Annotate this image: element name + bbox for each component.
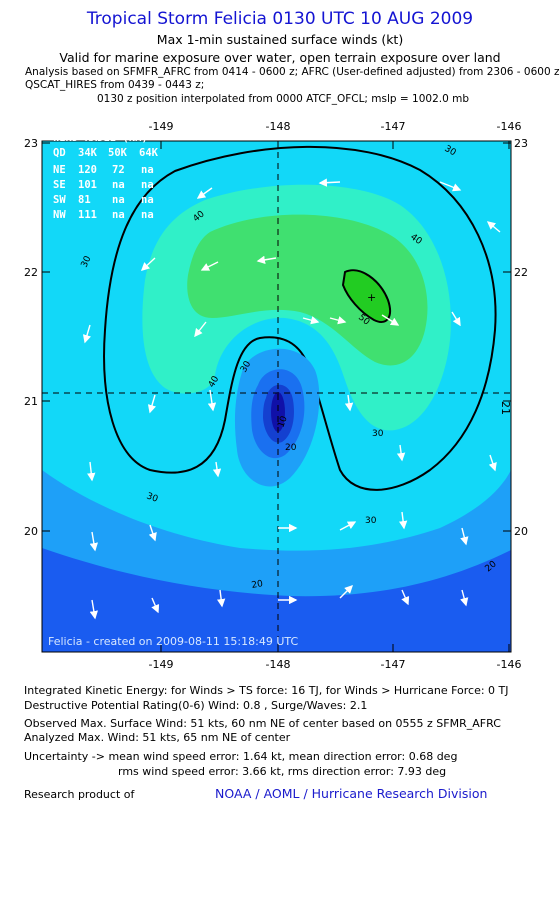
contour-label: 20 [285, 443, 297, 453]
contour-label: 30 [365, 516, 377, 526]
contour-label: 30 [80, 254, 94, 269]
position-note: 0130 z position interpolated from 0000 A… [97, 93, 470, 105]
radii-row-50k: na [112, 209, 125, 221]
contour-label: 10 [276, 415, 289, 429]
radii-row-64k: na [141, 179, 154, 191]
radii-row-50k: na [112, 194, 125, 206]
lon-label-top-147: -147 [381, 120, 406, 133]
hrd-org-link[interactable]: NOAA / AOML / Hurricane Research Divisio… [215, 786, 488, 801]
creation-timestamp: Felicia - created on 2009-08-11 15:18:49… [48, 635, 298, 648]
lon-label-bottom-149: -149 [149, 658, 174, 671]
research-product-label: Research product of [24, 788, 135, 801]
lat-label-left-22: 22 [24, 266, 38, 279]
ike-line: Integrated Kinetic Energy: for Winds > T… [24, 684, 509, 697]
lon-label-top-146: -146 [497, 120, 522, 133]
plot-frame [41, 140, 512, 653]
validity-note: Valid for marine exposure over water, op… [59, 50, 501, 65]
lat-label-right-20: 20 [514, 525, 528, 538]
contour-50kt [187, 214, 428, 366]
radii-row-quadrant: SE [53, 179, 66, 191]
lat-label-left-20: 20 [24, 525, 38, 538]
radii-row-64k: na [141, 194, 154, 206]
radii-row-64k: na [141, 164, 154, 176]
radii-row-34k: 101 [78, 179, 97, 191]
lon-label-top-148: -148 [266, 120, 291, 133]
wind-analysis-map: -149 -148 -147 -146 -149 -148 -147 -146 … [24, 120, 528, 671]
radii-row-quadrant: NE [53, 164, 66, 176]
lat-label-right-22: 22 [514, 266, 528, 279]
analysis-sources-line2: QSCAT_HIRES from 0439 - 0443 z; [25, 79, 205, 91]
wind-radii-table: WIND RADII (NM) QD 34K 50K 64K NE 120 72… [53, 132, 159, 221]
map-subtitle: Max 1-min sustained surface winds (kt) [156, 32, 404, 47]
uncertainty-line1: Uncertainty -> mean wind speed error: 1.… [24, 750, 458, 763]
lat-label-right-23: 23 [514, 137, 528, 150]
lat-label-right-21: 21 [499, 401, 512, 415]
radii-header-50k: 50K [108, 147, 128, 159]
radii-row-34k: 111 [78, 209, 97, 221]
wind-contours [42, 141, 511, 652]
observed-max-wind-line: Observed Max. Surface Wind: 51 kts, 60 n… [24, 717, 501, 730]
contour-label: 30 [372, 429, 384, 439]
lon-label-bottom-146: -146 [497, 658, 522, 671]
map-title: Tropical Storm Felicia 0130 UTC 10 AUG 2… [86, 9, 474, 29]
radii-row-50k: na [112, 179, 125, 191]
radii-header-64k: 64K [139, 147, 159, 159]
radii-row-quadrant: SW [53, 194, 66, 206]
axis-ticks [42, 141, 511, 652]
max-wind-marker: + [367, 291, 376, 304]
analyzed-max-wind-line: Analyzed Max. Wind: 51 kts, 65 nm NE of … [24, 731, 291, 744]
contour-label: 20 [251, 579, 264, 591]
lat-label-left-23: 23 [24, 137, 38, 150]
radii-row-quadrant: NW [53, 209, 66, 221]
destructive-potential-line: Destructive Potential Rating(0-6) Wind: … [24, 699, 368, 712]
radii-row-50k: 72 [112, 164, 125, 176]
radii-header-qd: QD [53, 147, 66, 159]
lon-label-bottom-148: -148 [266, 658, 291, 671]
radii-header-34k: 34K [78, 147, 98, 159]
wind-vectors [82, 178, 501, 620]
analysis-sources-line1: Analysis based on SFMFR_AFRC from 0414 -… [25, 66, 560, 78]
radii-row-34k: 120 [78, 164, 97, 176]
contour-max-wind [341, 269, 392, 323]
lon-label-bottom-147: -147 [381, 658, 406, 671]
lon-label-top-149: -149 [149, 120, 174, 133]
contour-label: 30 [145, 491, 159, 504]
uncertainty-line2: rms wind speed error: 3.66 kt, rms direc… [118, 765, 447, 778]
radii-row-34k: 81 [78, 194, 91, 206]
radii-row-64k: na [141, 209, 154, 221]
eye-calm-center [271, 392, 285, 432]
wind-radii-title: WIND RADII (NM) [53, 132, 148, 144]
lat-label-left-21: 21 [24, 395, 38, 408]
